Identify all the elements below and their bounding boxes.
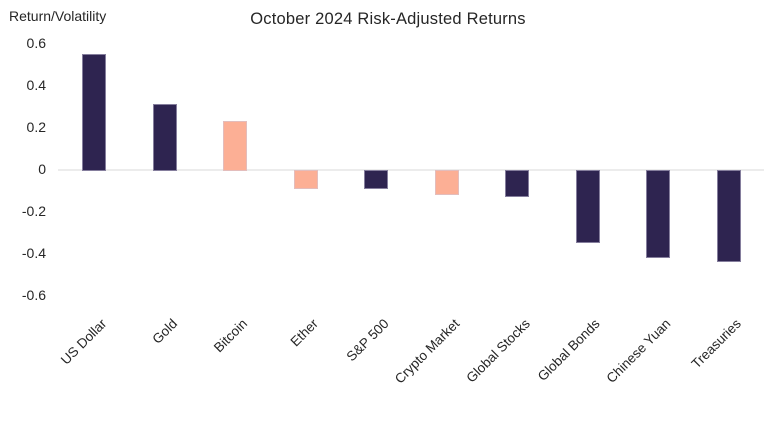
y-tick-label: 0.6: [26, 35, 46, 51]
y-tick-label: -0.6: [21, 287, 46, 303]
chart-title: October 2024 Risk-Adjusted Returns: [250, 10, 526, 28]
bar-bitcoin: [223, 120, 247, 171]
x-category-label: Global Stocks: [463, 316, 533, 386]
y-tick-label: -0.4: [21, 245, 46, 261]
bar-crypto-market: [434, 170, 459, 196]
y-tick-label: 0: [38, 161, 46, 177]
bar-gold: [152, 103, 177, 171]
y-tick-label: 0.2: [26, 119, 46, 135]
x-category-label: Ether: [287, 316, 322, 350]
bar-treasuries: [716, 170, 741, 263]
y-axis-label: Return/Volatility: [9, 8, 107, 24]
y-tick-label: -0.2: [21, 203, 46, 219]
x-category-label: S&P 500: [343, 316, 392, 365]
x-category-label: Crypto Market: [391, 316, 463, 387]
bar-chinese-yuan: [646, 170, 670, 259]
x-category-label: Treasuries: [688, 316, 745, 372]
y-tick-label: 0.4: [26, 77, 46, 93]
bar-us-dollar: [82, 53, 106, 171]
zero-gridline: [58, 169, 764, 171]
x-category-label: US Dollar: [58, 316, 110, 368]
bar-global-bonds: [575, 170, 600, 244]
bar-ether: [293, 170, 318, 189]
x-category-label: Chinese Yuan: [603, 316, 674, 386]
x-category-label: Gold: [149, 316, 181, 347]
x-category-label: Bitcoin: [211, 316, 251, 356]
bar-global-stocks: [505, 170, 529, 198]
x-category-label: Global Bonds: [535, 316, 604, 384]
bar-s-p-500: [364, 170, 388, 189]
